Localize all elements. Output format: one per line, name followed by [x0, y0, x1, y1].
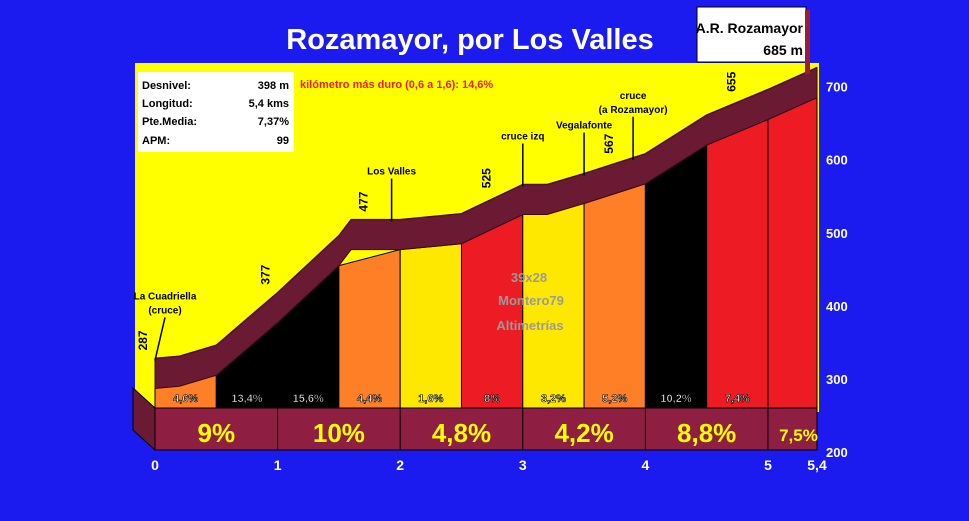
segment-percent-label-1: 13,4%	[231, 393, 262, 405]
km-average-band	[132, 386, 818, 452]
segment-percent-label-0: 4,6%	[173, 393, 198, 405]
segment-percent-label-4: 1,6%	[418, 393, 443, 405]
y-tick-label-1: 300	[826, 372, 848, 387]
km-average-label-4: 8,8%	[677, 418, 736, 448]
km-average-label-1: 10%	[313, 418, 365, 448]
km-average-label-0: 9%	[198, 418, 236, 448]
gradient-segment-9	[706, 118, 769, 409]
km-average-label-2: 4,8%	[432, 418, 491, 448]
gradient-segment-4	[399, 243, 462, 409]
gradient-segment-5	[460, 213, 524, 409]
base-band-front	[154, 407, 818, 451]
stats-box: Desnivel: 398 m Longitud: 5,4 kms Pte.Me…	[138, 72, 294, 152]
annotation-3-line-0: Vegalafonte	[556, 121, 613, 132]
x-tick-label-2: 2	[396, 457, 404, 473]
x-axis-ticks: 0 1 2 3 4 5 5,4	[151, 457, 827, 473]
watermark-line-1: 39x28	[511, 270, 547, 285]
stat-value-apm: 99	[277, 135, 289, 147]
segment-percent-label-2: 15,6%	[293, 393, 324, 405]
summit-box: A.R. Rozamayor 685 m	[696, 6, 807, 63]
gradient-segment-10	[767, 96, 818, 409]
km-average-label-5: 7,5%	[779, 426, 818, 445]
gradient-segment-8	[644, 144, 708, 409]
profile-band	[154, 66, 818, 389]
y-tick-label-4: 600	[826, 153, 848, 168]
segment-percent-label-3: 4,4%	[357, 393, 382, 405]
y-tick-label-2: 400	[826, 299, 848, 314]
x-tick-label-6: 5,4	[807, 457, 827, 473]
x-tick-label-4: 4	[641, 457, 649, 473]
annotation-4-line-0: cruce	[620, 91, 647, 102]
y-axis-ticks: 200 300 400 500 600 700	[826, 80, 848, 460]
y-tick-label-5: 700	[826, 80, 848, 95]
gradient-segment-3	[338, 248, 401, 409]
annotation-0-line-1: (cruce)	[148, 305, 181, 316]
altitude-mark-5: 655	[724, 71, 738, 91]
watermark-line-2: Montero79	[498, 293, 564, 308]
segment-percent-label-9: 7,4%	[725, 393, 750, 405]
altitude-mark-1: 377	[259, 264, 273, 284]
km-average-label-3: 4,2%	[554, 418, 613, 448]
summit-flag-pole	[805, 10, 810, 74]
altitude-mark-4: 567	[602, 133, 616, 153]
stat-label-desnivel: Desnivel:	[142, 80, 191, 92]
annotation-pointer-0	[154, 317, 166, 361]
stat-value-longitud: 5,4 kms	[249, 98, 289, 110]
segment-percent-label-6: 3,2%	[541, 393, 566, 405]
stats-box-background	[138, 72, 294, 152]
stat-label-apm: APM:	[142, 135, 170, 147]
stat-label-pendiente: Pte.Media:	[142, 116, 197, 128]
altitude-mark-0: 287	[136, 330, 150, 350]
segment-percent-label-5: 8%	[484, 393, 500, 405]
segment-percent-labels: 4,6% 13,4% 15,6% 4,4% 1,6% 8% 3,2% 5,2% 10,2% 7,4…	[173, 393, 751, 406]
stat-value-desnivel: 398 m	[258, 80, 289, 92]
hardest-km-note: kilómetro más duro (0,6 a 1,6): 14,6%	[300, 79, 493, 91]
segment-percent-label-8: 10,2%	[660, 393, 691, 405]
summit-altitude: 685 m	[763, 42, 803, 58]
annotation-2-line-0: cruce izq	[501, 132, 544, 143]
summit-name: A.R. Rozamayor	[696, 20, 804, 36]
chart-title: Rozamayor, por Los Valles	[286, 24, 653, 56]
x-tick-label-0: 0	[151, 457, 159, 473]
summit-box-background	[696, 6, 807, 63]
x-tick-label-3: 3	[519, 457, 527, 473]
stat-label-longitud: Longitud:	[142, 98, 193, 110]
x-tick-label-1: 1	[274, 457, 282, 473]
gradient-segment-7	[583, 183, 646, 409]
profile-top-edge	[154, 66, 818, 360]
y-tick-label-3: 500	[826, 226, 848, 241]
stat-value-pendiente: 7,37%	[258, 116, 289, 128]
annotation-4-line-1: (a Rozamayor)	[599, 105, 668, 116]
annotation-1-line-0: Los Valles	[367, 167, 416, 178]
watermark: 39x28 Montero79 Altimetrías	[496, 270, 563, 333]
y-tick-label-0: 200	[826, 445, 848, 460]
km-average-labels: 9% 10% 4,8% 4,2% 8,8% 7,5%	[198, 418, 818, 448]
annotation-0-line-0: La Cuadriella	[134, 291, 197, 302]
waypoint-annotations: La Cuadriella (cruce) Los Valles cruce izq V…	[134, 91, 668, 361]
x-tick-label-5: 5	[764, 457, 772, 473]
altitude-marks: 287 377 477 525 567 655	[136, 71, 738, 350]
altitude-mark-3: 525	[479, 168, 493, 188]
altitude-mark-2: 477	[357, 191, 371, 211]
watermark-line-3: Altimetrías	[496, 318, 563, 333]
segment-percent-label-7: 5,2%	[602, 393, 627, 405]
